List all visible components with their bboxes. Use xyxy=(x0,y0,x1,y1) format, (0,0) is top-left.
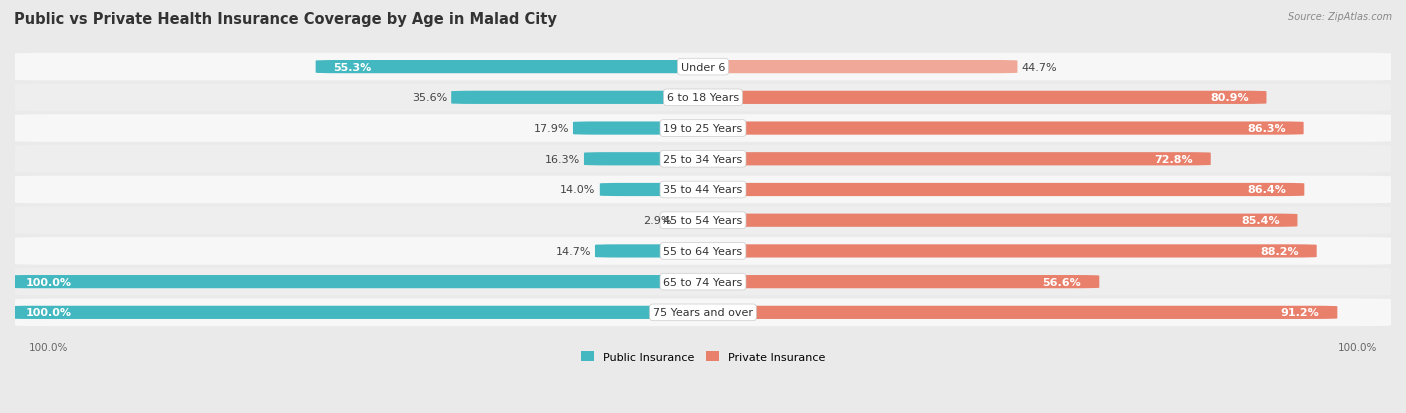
Text: Source: ZipAtlas.com: Source: ZipAtlas.com xyxy=(1288,12,1392,22)
FancyBboxPatch shape xyxy=(574,122,710,135)
Text: 16.3%: 16.3% xyxy=(544,154,579,164)
FancyBboxPatch shape xyxy=(15,146,1391,173)
FancyBboxPatch shape xyxy=(316,61,710,74)
FancyBboxPatch shape xyxy=(15,268,1391,296)
Text: 55 to 64 Years: 55 to 64 Years xyxy=(664,246,742,256)
FancyBboxPatch shape xyxy=(696,214,1298,227)
FancyBboxPatch shape xyxy=(8,306,710,319)
Text: 80.9%: 80.9% xyxy=(1211,93,1249,103)
FancyBboxPatch shape xyxy=(15,115,1391,142)
Text: 14.0%: 14.0% xyxy=(561,185,596,195)
FancyBboxPatch shape xyxy=(595,245,710,258)
Text: Public vs Private Health Insurance Coverage by Age in Malad City: Public vs Private Health Insurance Cover… xyxy=(14,12,557,27)
Legend: Public Insurance, Private Insurance: Public Insurance, Private Insurance xyxy=(576,347,830,366)
Text: 14.7%: 14.7% xyxy=(555,246,591,256)
FancyBboxPatch shape xyxy=(15,299,1391,326)
Text: 19 to 25 Years: 19 to 25 Years xyxy=(664,124,742,134)
FancyBboxPatch shape xyxy=(15,176,1391,204)
FancyBboxPatch shape xyxy=(583,153,710,166)
Text: 55.3%: 55.3% xyxy=(333,62,371,72)
Text: 2.9%: 2.9% xyxy=(644,216,672,225)
FancyBboxPatch shape xyxy=(696,306,1337,319)
Text: 17.9%: 17.9% xyxy=(533,124,569,134)
Text: 100.0%: 100.0% xyxy=(1339,343,1378,353)
Text: 75 Years and over: 75 Years and over xyxy=(652,308,754,318)
Text: 85.4%: 85.4% xyxy=(1241,216,1279,225)
FancyBboxPatch shape xyxy=(696,153,1211,166)
FancyBboxPatch shape xyxy=(696,61,1018,74)
Text: 100.0%: 100.0% xyxy=(25,277,72,287)
Text: 65 to 74 Years: 65 to 74 Years xyxy=(664,277,742,287)
FancyBboxPatch shape xyxy=(15,237,1391,265)
FancyBboxPatch shape xyxy=(15,84,1391,112)
Text: 100.0%: 100.0% xyxy=(25,308,72,318)
Text: 45 to 54 Years: 45 to 54 Years xyxy=(664,216,742,225)
FancyBboxPatch shape xyxy=(696,245,1316,258)
FancyBboxPatch shape xyxy=(15,207,1391,235)
Text: Under 6: Under 6 xyxy=(681,62,725,72)
FancyBboxPatch shape xyxy=(696,92,1267,104)
Text: 35 to 44 Years: 35 to 44 Years xyxy=(664,185,742,195)
Text: 72.8%: 72.8% xyxy=(1154,154,1192,164)
FancyBboxPatch shape xyxy=(696,122,1303,135)
FancyBboxPatch shape xyxy=(8,275,710,289)
Text: 91.2%: 91.2% xyxy=(1281,308,1319,318)
Text: 86.4%: 86.4% xyxy=(1247,185,1286,195)
Text: 56.6%: 56.6% xyxy=(1043,277,1081,287)
FancyBboxPatch shape xyxy=(15,54,1391,81)
FancyBboxPatch shape xyxy=(600,183,710,197)
Text: 25 to 34 Years: 25 to 34 Years xyxy=(664,154,742,164)
FancyBboxPatch shape xyxy=(696,275,1099,289)
Text: 44.7%: 44.7% xyxy=(1022,62,1057,72)
Text: 35.6%: 35.6% xyxy=(412,93,447,103)
Text: 86.3%: 86.3% xyxy=(1247,124,1285,134)
Text: 6 to 18 Years: 6 to 18 Years xyxy=(666,93,740,103)
FancyBboxPatch shape xyxy=(676,214,710,227)
Text: 100.0%: 100.0% xyxy=(28,343,67,353)
FancyBboxPatch shape xyxy=(696,183,1305,197)
Text: 88.2%: 88.2% xyxy=(1260,246,1299,256)
FancyBboxPatch shape xyxy=(451,92,710,104)
